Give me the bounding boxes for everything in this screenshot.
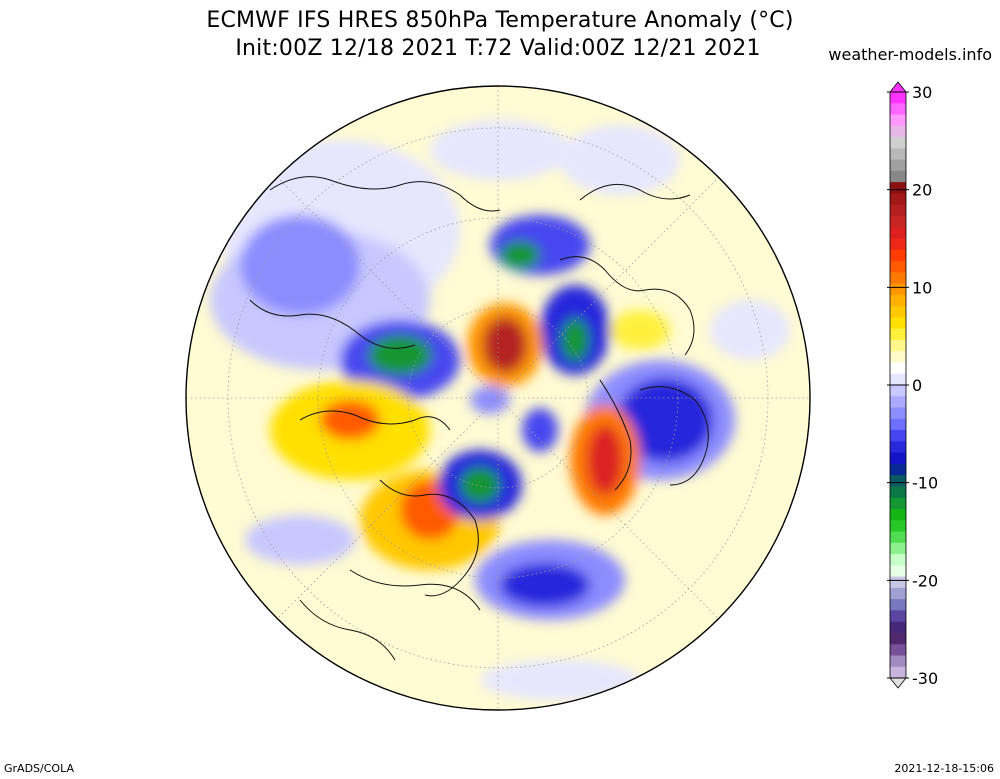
colorbar-tick-label: 20 bbox=[912, 181, 932, 200]
colorbar-max-arrow bbox=[889, 81, 907, 93]
colorbar-band bbox=[890, 542, 906, 555]
colorbar-band bbox=[890, 430, 906, 442]
colorbar-band bbox=[890, 441, 906, 454]
colorbar-band bbox=[890, 486, 906, 499]
colorbar-band bbox=[890, 306, 906, 318]
colorbar-tick-label: -30 bbox=[912, 669, 938, 688]
colorbar-band bbox=[890, 362, 906, 375]
colorbar-band bbox=[890, 396, 906, 408]
colorbar: 30 20 10 0 -10 -20 -30 bbox=[887, 81, 938, 689]
colorbar-band bbox=[890, 249, 906, 262]
colorbar-tick-label: 0 bbox=[912, 376, 922, 395]
colorbar-band bbox=[890, 182, 906, 194]
colorbar-band bbox=[890, 554, 906, 566]
anomaly-field bbox=[210, 120, 790, 700]
colorbar-band bbox=[890, 655, 906, 668]
colorbar-band bbox=[890, 644, 906, 656]
colorbar-band bbox=[890, 565, 906, 577]
colorbar-tick-label: 30 bbox=[912, 83, 932, 102]
credit-label: GrADS/COLA bbox=[4, 762, 74, 775]
colorbar-band bbox=[890, 520, 906, 532]
colorbar-band bbox=[890, 610, 906, 623]
colorbar-tick-label: -10 bbox=[912, 474, 938, 493]
coastlines bbox=[249, 176, 709, 661]
colorbar-band bbox=[890, 407, 906, 420]
colorbar-band bbox=[890, 385, 906, 397]
timestamp-label: 2021-12-18-15:06 bbox=[894, 762, 994, 775]
colorbar-band bbox=[890, 193, 906, 206]
colorbar-band bbox=[890, 92, 906, 104]
colorbar-band bbox=[890, 475, 906, 487]
colorbar-band bbox=[890, 114, 906, 127]
colorbar-band bbox=[890, 497, 906, 510]
colorbar-band bbox=[890, 351, 906, 363]
colorbar-band bbox=[890, 418, 906, 431]
colorbar-band bbox=[890, 137, 906, 149]
colorbar-band bbox=[890, 599, 906, 611]
colorbar-band bbox=[890, 227, 906, 239]
colorbar-band bbox=[890, 103, 906, 115]
colorbar-min-arrow bbox=[889, 677, 907, 689]
map-subtitle-text: Init:00Z 12/18 2021 T:72 Valid:00Z 12/21… bbox=[235, 36, 761, 61]
colorbar-band bbox=[890, 452, 906, 465]
colorbar-band bbox=[890, 148, 906, 161]
colorbar-tick-label: -20 bbox=[912, 571, 938, 590]
colorbar-band bbox=[890, 373, 906, 386]
colorbar-band bbox=[890, 159, 906, 172]
map-title: ECMWF IFS HRES 850hPa Temperature Anomal… bbox=[206, 8, 794, 33]
colorbar-band bbox=[890, 463, 906, 476]
map-boundary bbox=[185, 85, 811, 711]
colorbar-band bbox=[890, 294, 906, 307]
colorbar-band bbox=[890, 587, 906, 600]
colorbar-band bbox=[890, 261, 906, 273]
colorbar-ticks: 30 20 10 0 -10 -20 -30 bbox=[887, 83, 938, 688]
map-disk bbox=[186, 86, 810, 710]
colorbar-band bbox=[890, 576, 906, 589]
colorbar-band bbox=[890, 666, 906, 679]
colorbar-tick-label: 10 bbox=[912, 278, 932, 297]
source-label: weather-models.info bbox=[828, 45, 992, 64]
colorbar-band bbox=[890, 621, 906, 634]
colorbar-band bbox=[890, 125, 906, 138]
colorbar-band bbox=[890, 632, 906, 645]
colorbar-band bbox=[890, 283, 906, 296]
colorbar-band bbox=[890, 508, 906, 521]
map-subtitle: Init:00Z 12/18 2021 T:72 Valid:00Z 12/21… bbox=[0, 36, 1000, 61]
colorbar-band bbox=[890, 238, 906, 251]
colorbar-band bbox=[890, 339, 906, 352]
colorbar-band bbox=[890, 215, 906, 228]
colorbar-band bbox=[890, 531, 906, 544]
colorbar-band bbox=[890, 317, 906, 330]
colorbar-band bbox=[890, 170, 906, 183]
graticule bbox=[186, 86, 810, 710]
colorbar-band bbox=[890, 272, 906, 284]
colorbar-bands bbox=[889, 81, 907, 689]
colorbar-band bbox=[890, 328, 906, 341]
colorbar-band bbox=[890, 204, 906, 217]
